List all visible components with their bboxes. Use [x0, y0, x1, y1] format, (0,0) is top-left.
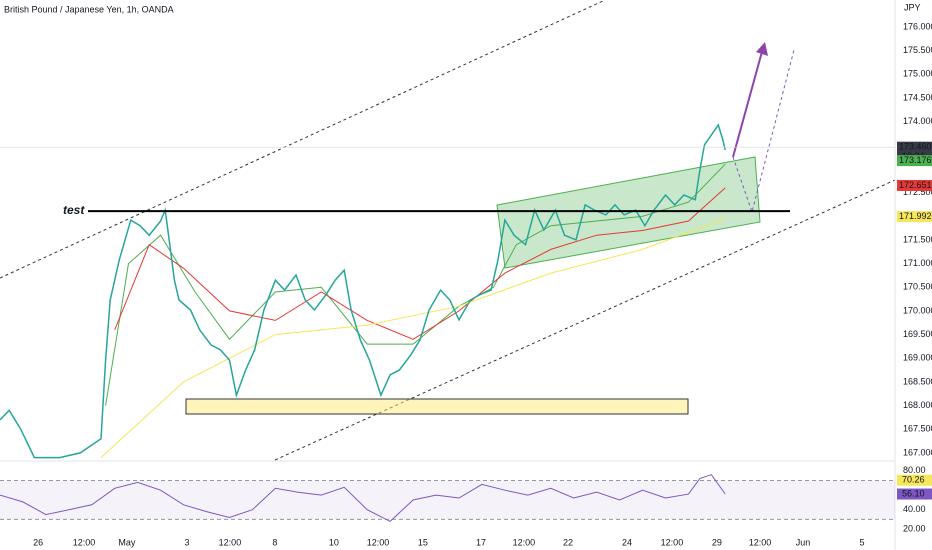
price-label: 171.992 — [899, 211, 932, 221]
x-tick-label: 10 — [329, 537, 339, 547]
x-tick-label: 3 — [185, 537, 190, 547]
rsi-label: 56.10 — [902, 488, 925, 498]
price-label: 173.176 — [899, 155, 932, 165]
y-tick-label: 175.500 — [903, 45, 932, 55]
y-tick-label: 176.000 — [903, 21, 932, 31]
trend-line-upper — [0, 0, 606, 279]
rsi-label-box — [897, 488, 932, 500]
x-tick-label: 5 — [859, 537, 864, 547]
y-tick-label: 174.500 — [903, 92, 932, 102]
y-tick-label: 167.500 — [903, 424, 932, 434]
arrow-head — [756, 42, 768, 56]
rsi-tick-label: 20.00 — [903, 524, 926, 534]
moving-average — [105, 163, 726, 406]
x-tick-label: 12:00 — [367, 537, 390, 547]
price-label-box — [897, 155, 932, 167]
x-tick-label: 17 — [476, 537, 486, 547]
y-tick-label: 175.000 — [903, 69, 932, 79]
trend-line-lower — [274, 179, 896, 461]
x-tick-label: 12:00 — [661, 537, 684, 547]
y-tick-label: 174.000 — [903, 116, 932, 126]
x-tick-label: 12:00 — [513, 537, 536, 547]
x-tick-label: 8 — [272, 537, 277, 547]
y-tick-label: 171.000 — [903, 258, 932, 268]
x-tick-label: 12:00 — [73, 537, 96, 547]
support-zone — [185, 398, 689, 415]
rsi-tick-label: 40.00 — [903, 504, 926, 514]
arrow-up — [732, 47, 764, 158]
rsi-band — [0, 480, 895, 520]
y-tick-label: 171.500 — [903, 234, 932, 244]
currency: JPY — [904, 2, 921, 12]
y-tick-label: 170.500 — [903, 282, 932, 292]
level-label: test — [63, 203, 85, 217]
x-tick-label: Jun — [796, 537, 811, 547]
x-tick-label: 29 — [712, 537, 722, 547]
y-tick-label: 169.000 — [903, 353, 932, 363]
x-tick-label: 24 — [622, 537, 632, 547]
x-tick-label: 12:00 — [749, 537, 772, 547]
x-tick-label: 12:00 — [219, 537, 242, 547]
chart-title: British Pound / Japanese Yen, 1h, OANDA — [4, 4, 174, 14]
x-tick-label: 26 — [33, 537, 43, 547]
y-tick-label: 172.500 — [903, 187, 932, 197]
y-tick-label: 168.000 — [903, 400, 932, 410]
price-line — [0, 123, 726, 459]
rsi-line — [0, 474, 726, 523]
y-tick-label: 167.000 — [903, 447, 932, 457]
y-tick-label: 170.000 — [903, 305, 932, 315]
y-tick-label: 169.500 — [903, 329, 932, 339]
x-tick-label: 22 — [563, 537, 573, 547]
price-label: 172.651 — [899, 180, 932, 190]
price-label-box — [897, 179, 932, 191]
moving-average — [100, 218, 726, 458]
rsi-label: 70.26 — [902, 475, 925, 485]
moving-average — [114, 187, 726, 340]
arrow-alt — [732, 49, 795, 214]
price-label-box — [897, 211, 932, 223]
rsi-label-box — [897, 474, 932, 486]
y-tick-label: 168.500 — [903, 376, 932, 386]
x-tick-label: May — [118, 537, 136, 547]
x-tick-label: 15 — [418, 537, 428, 547]
rsi-tick-label: 80.00 — [903, 465, 926, 475]
price-label: 173.460 — [899, 142, 932, 152]
